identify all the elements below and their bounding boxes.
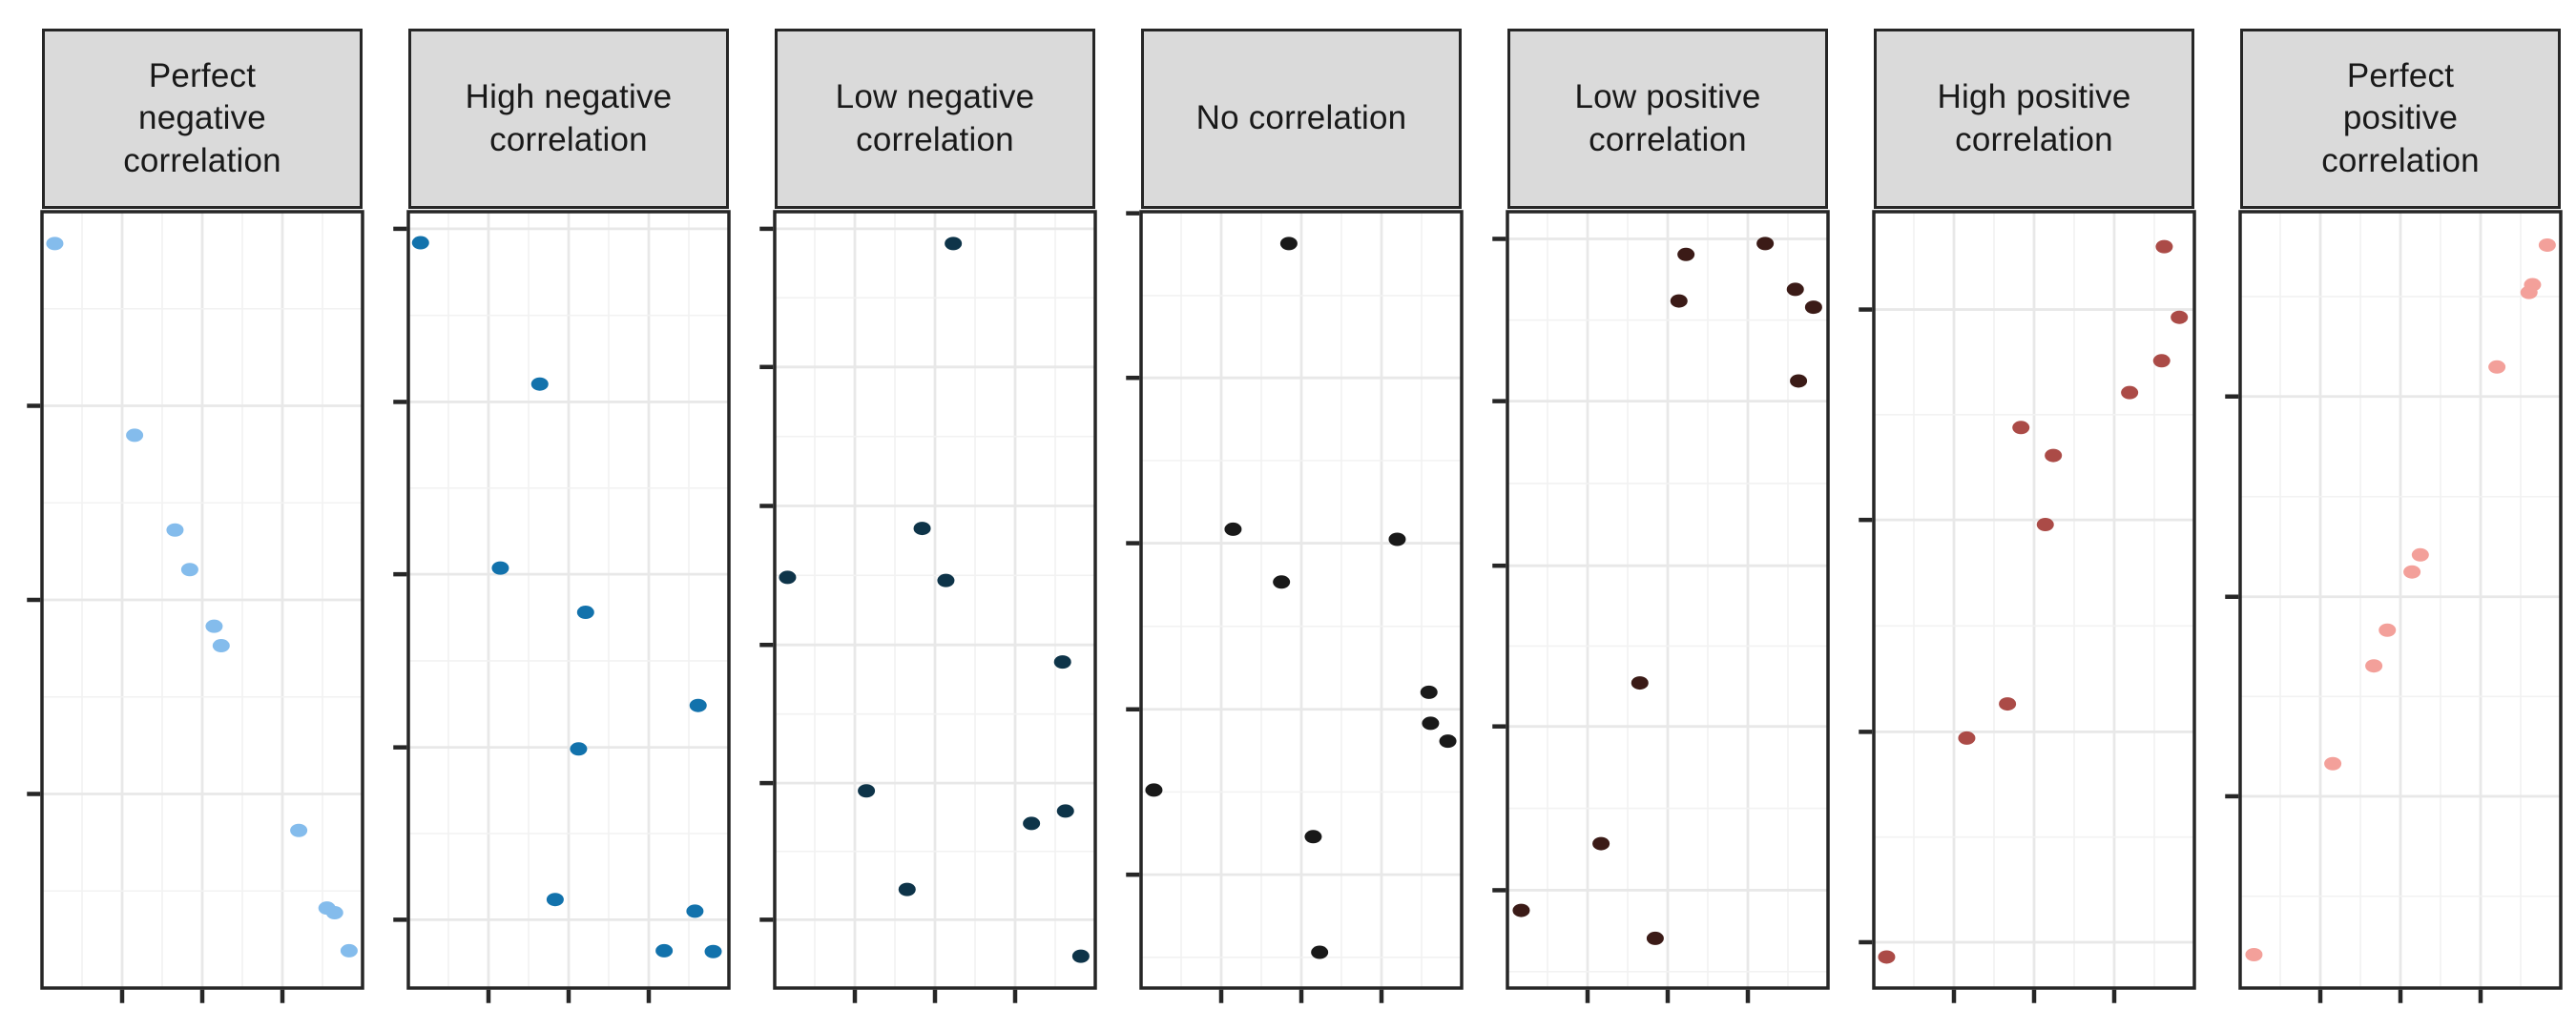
- facet-header-label: Perfect negative correlation: [123, 57, 281, 179]
- scatter-point: [1804, 300, 1822, 315]
- scatter-point: [913, 522, 931, 536]
- scatter-point: [1023, 816, 1041, 831]
- scatter-point: [2036, 518, 2054, 532]
- panel-border: [773, 210, 1097, 990]
- scatter-point: [704, 944, 722, 958]
- scatter-point: [166, 523, 184, 537]
- facet-header-label: High negative correlation: [465, 78, 673, 158]
- scatter-point: [945, 237, 963, 251]
- panel-border: [406, 210, 731, 990]
- scatter-point: [2538, 238, 2556, 253]
- scatter-point: [2155, 239, 2173, 254]
- facet-header-perfect-positive: Perfect positive correlation: [2240, 29, 2561, 209]
- panel-border: [40, 210, 364, 990]
- scatter-point: [1512, 903, 1530, 917]
- scatter-point: [1999, 697, 2017, 711]
- scatter-point: [858, 784, 876, 798]
- scatter-point: [1878, 950, 1896, 964]
- scatter-point: [491, 561, 509, 575]
- scatter-point: [779, 570, 797, 585]
- scatter-point: [2365, 659, 2383, 673]
- scatter-point: [1273, 575, 1291, 589]
- scatter-point: [212, 639, 230, 653]
- facet-header-perfect-negative: Perfect negative correlation: [42, 29, 363, 209]
- scatter-point: [2324, 756, 2342, 771]
- scatter-point: [2245, 947, 2263, 961]
- facet-header-low-negative: Low negative correlation: [775, 29, 1095, 209]
- scatter-point: [205, 619, 223, 633]
- scatter-point: [1388, 532, 1406, 546]
- scatter-point: [1670, 294, 1688, 308]
- scatter-point: [2520, 285, 2538, 299]
- scatter-point: [546, 893, 564, 907]
- scatter-point: [340, 943, 358, 958]
- scatter-point: [530, 377, 549, 391]
- scatter-point: [1677, 247, 1695, 261]
- facet-header-label: Perfect positive correlation: [2321, 57, 2480, 179]
- scatter-point: [570, 742, 588, 756]
- scatter-point: [1439, 734, 1457, 749]
- scatter-point: [325, 906, 343, 920]
- scatter-point: [2403, 565, 2421, 579]
- scatter-point: [2152, 354, 2171, 368]
- scatter-point: [1958, 731, 1976, 745]
- scatter-point: [655, 943, 674, 958]
- scatter-point: [46, 237, 64, 251]
- facet-header-high-negative: High negative correlation: [408, 29, 729, 209]
- panel-border: [1139, 210, 1464, 990]
- scatter-point: [1790, 374, 1808, 388]
- panel-border: [1872, 210, 2196, 990]
- scatter-point: [180, 563, 198, 577]
- scatter-point: [1304, 830, 1322, 844]
- scatter-point: [937, 573, 955, 587]
- scatter-point: [686, 904, 704, 918]
- scatter-point: [2045, 448, 2063, 463]
- scatter-point: [2411, 547, 2429, 562]
- scatter-point: [2121, 385, 2139, 400]
- scatter-point: [1756, 237, 1775, 251]
- scatter-point: [1592, 836, 1610, 851]
- scatter-point: [1053, 655, 1071, 670]
- facet-header-no-correlation: No correlation: [1141, 29, 1462, 209]
- facet-header-high-positive: High positive correlation: [1874, 29, 2194, 209]
- scatter-point: [1422, 716, 1440, 731]
- scatter-point: [2379, 623, 2397, 637]
- scatter-point: [898, 882, 916, 896]
- facet-header-label: Low negative correlation: [835, 78, 1035, 158]
- scatter-point: [2171, 310, 2189, 324]
- facet-header-label: High positive correlation: [1937, 78, 2131, 158]
- scatter-point: [1071, 949, 1090, 963]
- facet-header-low-positive: Low positive correlation: [1507, 29, 1828, 209]
- scatter-point: [411, 236, 429, 250]
- panel-border: [2238, 210, 2563, 990]
- panel-border: [1506, 210, 1830, 990]
- scatter-point: [1786, 282, 1804, 297]
- scatter-point: [1631, 676, 1649, 690]
- scatter-point: [1145, 783, 1163, 797]
- scatter-point: [290, 823, 308, 837]
- scatter-point: [1420, 685, 1438, 699]
- scatter-point: [1224, 522, 1242, 536]
- facet-header-label: No correlation: [1195, 99, 1407, 137]
- scatter-point: [576, 606, 594, 620]
- scatter-point: [1056, 804, 1074, 818]
- scatter-point: [2012, 421, 2030, 435]
- scatter-point: [126, 428, 144, 443]
- scatter-point: [1646, 931, 1664, 945]
- scatter-point: [1311, 945, 1329, 959]
- facet-header-label: Low positive correlation: [1574, 78, 1761, 158]
- scatter-point: [1279, 237, 1298, 251]
- scatter-point: [689, 698, 707, 712]
- scatter-point: [2488, 360, 2506, 374]
